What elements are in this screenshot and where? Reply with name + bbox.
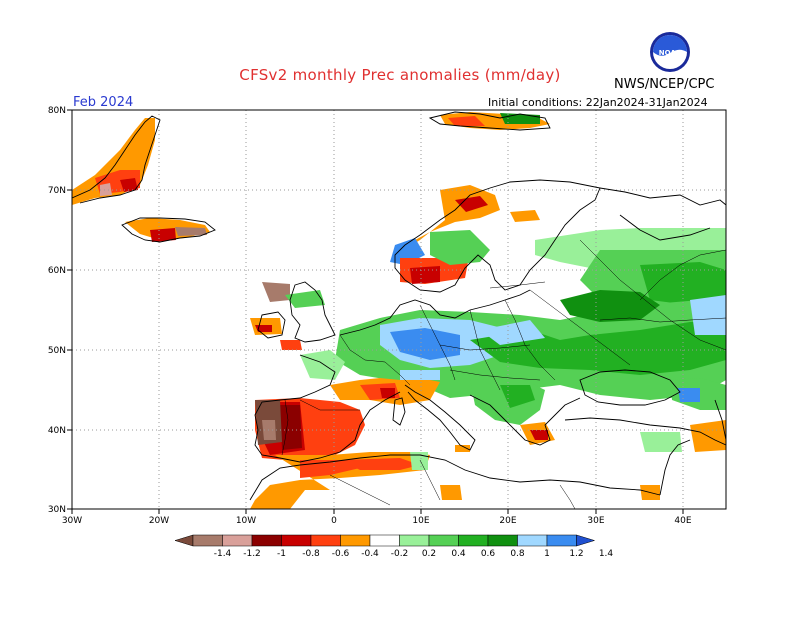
- borders: [281, 239, 726, 509]
- svg-text:NOAA: NOAA: [659, 49, 682, 57]
- lat-label: 40N: [48, 426, 66, 436]
- org-label: NWS/NCEP/CPC: [614, 77, 715, 92]
- colorbar-swatch: [517, 534, 548, 547]
- forecast-month: Feb 2024: [73, 95, 134, 110]
- lon-label: 10W: [236, 516, 256, 526]
- colorbar: -1.4 -1.2 -1 -0.8 -0.6 -0.4 -0.2 0.2 0.4 0.6 0.8 1 1…: [174, 534, 614, 559]
- colorbar-label: -1.4: [214, 549, 232, 559]
- lat-labels: 30N 40N 50N 60N 70N 80N: [48, 106, 66, 515]
- coastlines: [72, 111, 726, 501]
- colorbar-swatch: [399, 534, 430, 547]
- lon-label: 30W: [62, 516, 82, 526]
- colorbar-swatch: [281, 534, 312, 547]
- lon-label: 0: [331, 516, 337, 526]
- colorbar-swatch: [222, 534, 253, 547]
- colorbar-swatch: [428, 534, 459, 547]
- colorbar-label: -0.8: [302, 549, 320, 559]
- colorbar-swatch: [487, 534, 518, 547]
- lon-label: 20W: [149, 516, 169, 526]
- colorbar-swatch: [546, 534, 577, 547]
- colorbar-label: -0.2: [391, 549, 409, 559]
- colorbar-arrow-right: [576, 534, 596, 547]
- colorbar-swatch: [340, 534, 371, 547]
- noaa-logo-icon: NOAA: [650, 32, 690, 72]
- colorbar-label: -1.2: [243, 549, 261, 559]
- colorbar-label: -0.6: [332, 549, 350, 559]
- lon-label: 10E: [412, 516, 429, 526]
- colorbar-swatch: [458, 534, 489, 547]
- colorbar-swatch: [310, 534, 341, 547]
- anomaly-fill: [72, 112, 726, 509]
- grid: [72, 110, 726, 509]
- colorbar-swatch: [369, 534, 400, 547]
- lat-label: 60N: [48, 266, 66, 276]
- colorbar-label: 0.8: [510, 549, 525, 559]
- lon-labels: 30W 20W 10W 0 10E 20E 30E 40E: [62, 516, 692, 526]
- colorbar-label: 0.6: [481, 549, 496, 559]
- colorbar-label: -1: [277, 549, 286, 559]
- lat-label: 50N: [48, 346, 66, 356]
- colorbar-label: -0.4: [361, 549, 379, 559]
- colorbar-label: 0.2: [422, 549, 436, 559]
- colorbar-arrow-left: [174, 534, 194, 547]
- colorbar-swatch: [192, 534, 223, 547]
- lat-label: 30N: [48, 505, 66, 515]
- colorbar-swatch: [251, 534, 282, 547]
- colorbar-label: 1.4: [599, 549, 614, 559]
- colorbar-label: 0.4: [451, 549, 466, 559]
- map-title: CFSv2 monthly Prec anomalies (mm/day): [239, 66, 561, 84]
- lon-label: 20E: [499, 516, 516, 526]
- map-frame: [71, 109, 727, 510]
- lon-label: 30E: [587, 516, 604, 526]
- colorbar-label: 1: [544, 549, 550, 559]
- colorbar-label: 1.2: [569, 549, 583, 559]
- lat-label: 70N: [48, 186, 66, 196]
- initial-conditions: Initial conditions: 22Jan2024-31Jan2024: [488, 96, 708, 109]
- lat-label: 80N: [48, 106, 66, 116]
- lon-label: 40E: [674, 516, 691, 526]
